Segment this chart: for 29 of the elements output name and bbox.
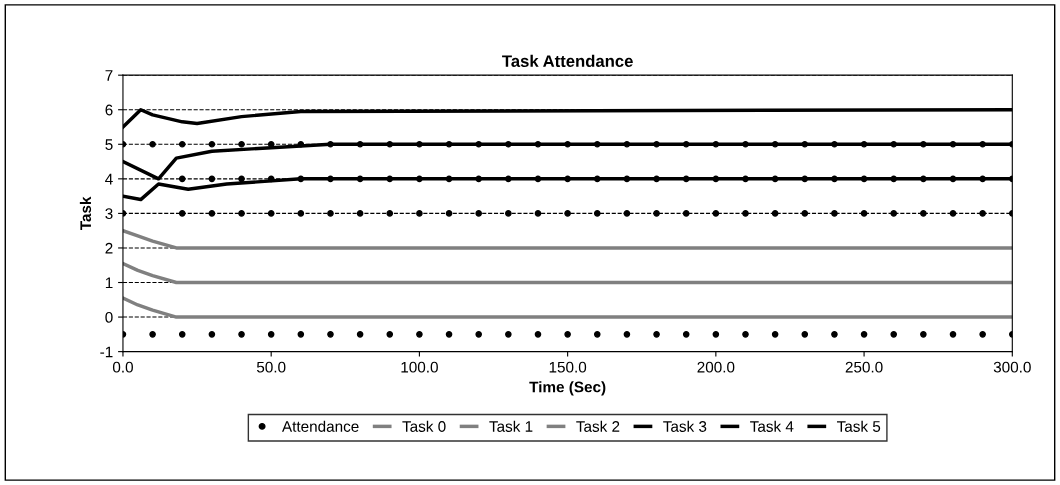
legend-label: Task 4: [750, 420, 794, 432]
line-series: [122, 261, 1013, 285]
legend-label: Attendance: [281, 420, 359, 432]
x-tick-label: 300.0: [993, 361, 1031, 373]
legend-label: Task 0: [402, 420, 446, 432]
y-tick-label: 2: [105, 242, 113, 254]
y-tick-label: 7: [105, 70, 113, 81]
legend-label: Task 2: [576, 420, 620, 432]
x-tick-label: 0.0: [112, 361, 133, 373]
x-tick-label: 100.0: [401, 361, 438, 373]
legend-label: Task 1: [489, 420, 533, 432]
y-tick-label: 1: [105, 277, 113, 289]
x-tick-label: 50.0: [256, 361, 286, 373]
x-axis-title: Time (Sec): [529, 381, 606, 396]
chart-title: Task Attendance: [502, 54, 633, 68]
legend-label: Task 3: [663, 420, 707, 432]
legend-label: Task 5: [837, 420, 881, 432]
y-tick-label: 3: [105, 208, 113, 220]
line-series: [122, 296, 1013, 319]
y-tick-label: 6: [105, 104, 113, 116]
x-tick-label: 250.0: [845, 361, 883, 373]
y-tick-label: 5: [105, 139, 113, 150]
x-tick-label: 150.0: [549, 361, 587, 373]
y-axis-title: Task: [79, 196, 92, 231]
y-tick-label: 0: [105, 311, 113, 323]
y-tick-label: -1: [100, 346, 113, 358]
x-tick-label: 200.0: [697, 361, 735, 373]
y-tick-label: 4: [105, 173, 113, 185]
line-series: [122, 228, 1013, 250]
